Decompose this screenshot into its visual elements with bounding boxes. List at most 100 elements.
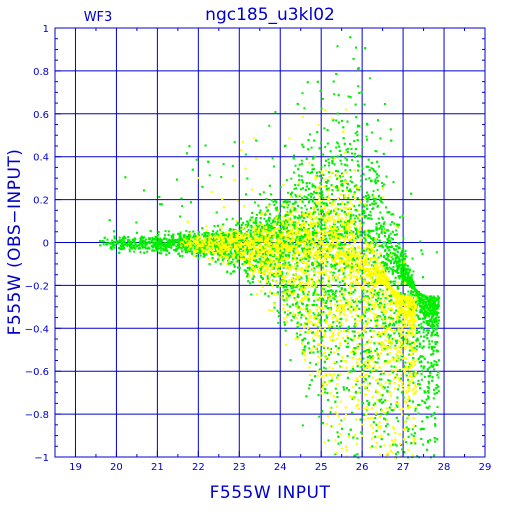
data-point xyxy=(418,357,421,360)
data-point xyxy=(360,274,363,277)
data-point xyxy=(344,179,347,182)
data-point xyxy=(421,305,424,308)
data-point xyxy=(331,326,334,328)
data-point xyxy=(335,244,337,247)
data-point xyxy=(437,376,440,379)
data-point xyxy=(303,195,306,198)
data-point xyxy=(401,274,404,276)
data-point xyxy=(331,235,334,238)
data-point xyxy=(133,250,136,253)
data-point xyxy=(219,228,222,231)
data-point xyxy=(340,441,342,444)
data-point xyxy=(380,408,383,411)
data-point xyxy=(393,252,396,255)
data-point xyxy=(373,293,376,296)
data-point xyxy=(293,202,296,205)
data-point xyxy=(335,213,338,216)
data-point xyxy=(356,130,359,133)
data-point xyxy=(260,268,263,271)
data-point xyxy=(269,213,271,216)
data-point xyxy=(362,350,365,353)
data-point xyxy=(377,256,380,259)
data-point xyxy=(219,262,222,265)
data-point xyxy=(319,227,322,229)
data-point xyxy=(151,249,154,252)
data-point xyxy=(282,237,285,240)
data-point xyxy=(349,338,352,341)
data-point xyxy=(274,250,277,252)
data-point xyxy=(386,245,389,248)
data-point xyxy=(345,148,348,151)
data-point xyxy=(331,162,334,165)
data-point xyxy=(368,401,371,404)
data-point xyxy=(406,338,409,341)
data-point xyxy=(321,97,324,100)
data-point xyxy=(419,301,422,304)
data-point xyxy=(409,285,411,288)
data-point xyxy=(358,188,361,191)
data-point xyxy=(282,263,285,266)
data-point xyxy=(105,242,108,245)
data-point xyxy=(345,158,348,161)
data-point xyxy=(422,443,425,446)
data-point xyxy=(187,249,190,252)
data-point xyxy=(372,404,375,406)
data-point xyxy=(353,300,355,303)
data-point xyxy=(421,370,424,373)
data-point xyxy=(286,226,289,229)
data-point xyxy=(256,265,258,268)
data-point xyxy=(288,200,291,203)
data-point xyxy=(300,159,303,162)
data-point xyxy=(380,378,383,381)
data-point xyxy=(421,296,424,299)
data-point xyxy=(400,282,403,285)
data-point xyxy=(382,401,385,403)
data-point xyxy=(263,262,266,265)
data-point xyxy=(246,266,249,269)
data-point xyxy=(397,420,400,423)
data-point xyxy=(343,262,346,265)
data-point xyxy=(158,203,161,206)
data-point xyxy=(356,217,359,220)
data-point xyxy=(258,242,261,245)
data-point xyxy=(376,238,379,241)
data-point xyxy=(307,290,310,293)
data-point xyxy=(354,454,357,457)
data-point xyxy=(286,294,289,297)
data-point xyxy=(320,220,322,223)
data-point xyxy=(374,349,377,352)
data-point xyxy=(433,360,436,363)
data-point xyxy=(366,295,369,298)
data-point xyxy=(415,309,418,312)
data-point xyxy=(431,379,434,382)
data-point xyxy=(354,103,357,106)
data-point xyxy=(290,177,293,180)
data-point xyxy=(386,258,389,261)
data-point xyxy=(169,246,172,249)
data-point xyxy=(276,237,278,240)
data-point xyxy=(286,303,289,306)
data-point xyxy=(281,278,284,281)
data-point xyxy=(266,262,269,265)
data-point xyxy=(412,372,415,375)
data-point xyxy=(324,214,327,217)
data-point xyxy=(216,224,219,227)
data-point xyxy=(346,355,349,358)
data-point xyxy=(292,315,295,318)
data-point xyxy=(330,263,333,266)
data-point xyxy=(373,203,376,205)
data-point xyxy=(322,255,325,258)
data-point xyxy=(265,282,268,285)
data-point xyxy=(228,233,231,236)
data-point xyxy=(321,215,324,218)
data-point xyxy=(285,179,288,182)
data-point xyxy=(391,337,394,340)
data-point xyxy=(420,373,423,376)
data-point xyxy=(284,253,287,256)
data-point xyxy=(105,243,107,246)
data-point xyxy=(384,268,386,271)
data-point xyxy=(308,224,310,226)
data-point xyxy=(379,413,382,415)
data-point xyxy=(369,210,372,213)
data-point xyxy=(386,411,389,414)
